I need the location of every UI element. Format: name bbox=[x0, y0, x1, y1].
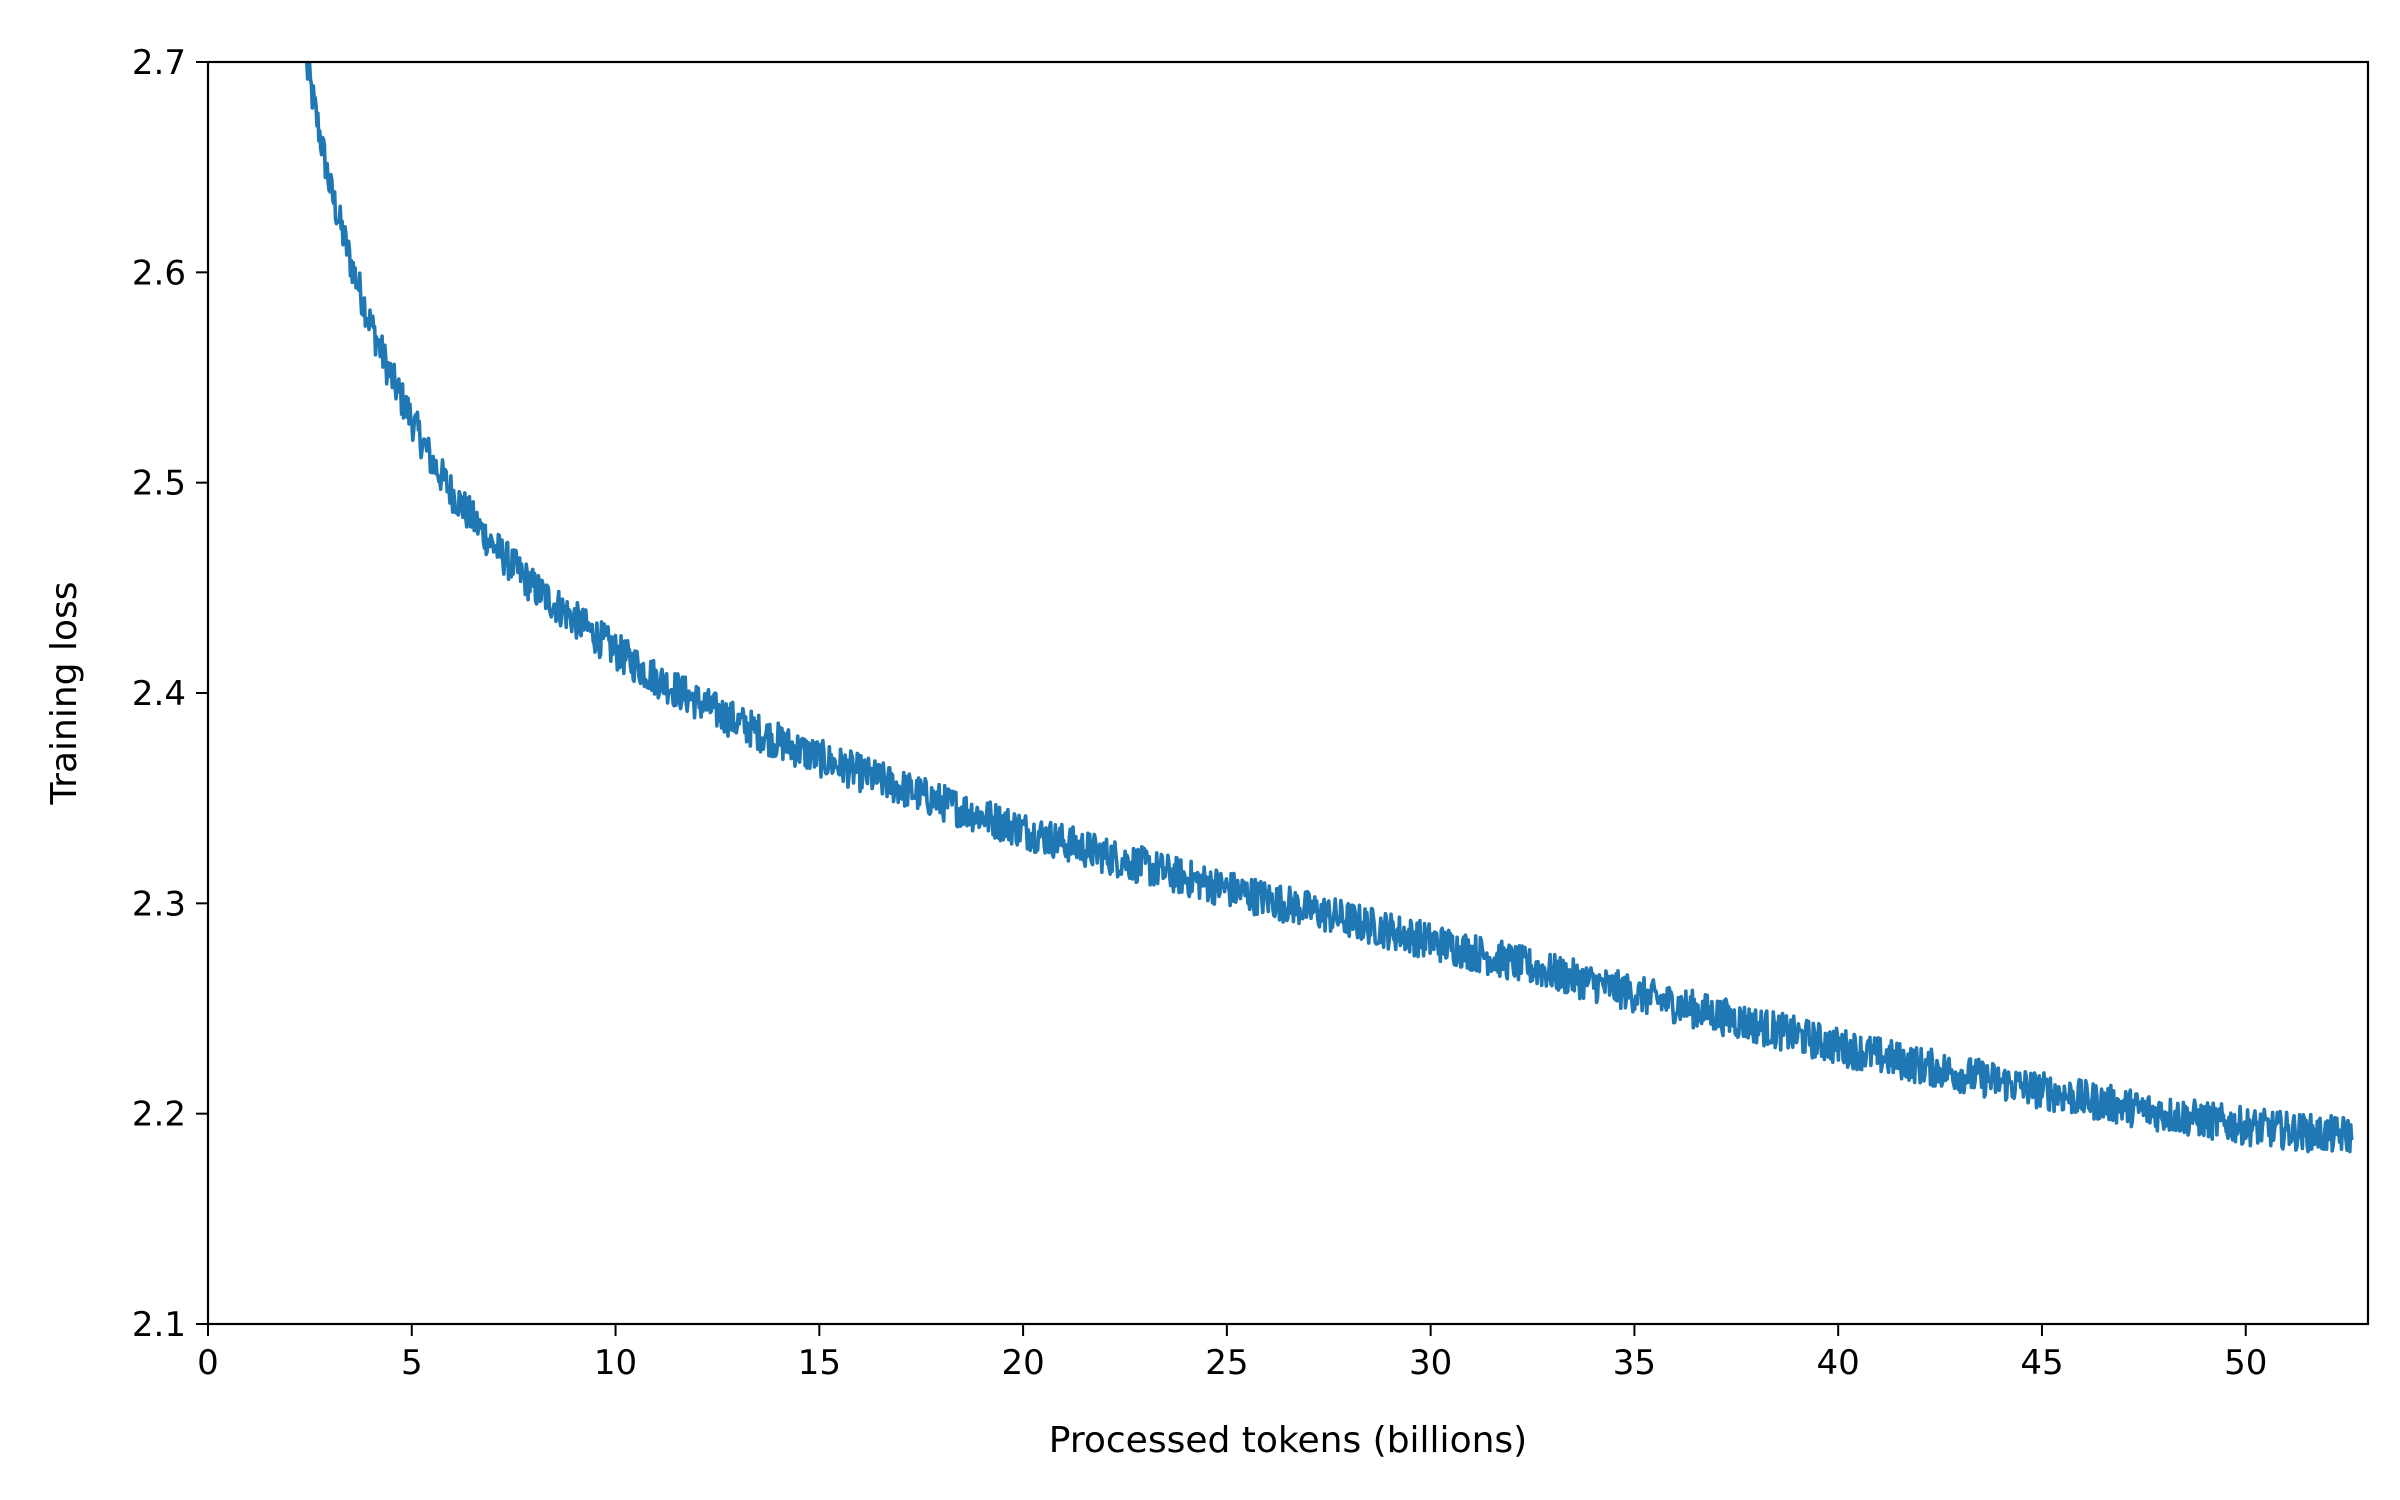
x-tick-label: 15 bbox=[798, 1343, 841, 1383]
x-tick-label: 30 bbox=[1409, 1343, 1452, 1383]
y-tick-label: 2.5 bbox=[132, 464, 186, 504]
y-axis-label: Training loss bbox=[44, 581, 85, 805]
x-tick-label: 25 bbox=[1205, 1343, 1248, 1383]
y-tick-label: 2.2 bbox=[132, 1095, 186, 1135]
x-tick-label: 50 bbox=[2224, 1343, 2267, 1383]
plot-area bbox=[206, 60, 2370, 1326]
y-tick-label: 2.7 bbox=[132, 43, 186, 83]
y-tick-label: 2.1 bbox=[132, 1305, 186, 1345]
x-tick-label: 35 bbox=[1613, 1343, 1656, 1383]
x-axis-label: Processed tokens (billions) bbox=[1049, 1420, 1527, 1461]
axes-frame bbox=[206, 60, 2370, 1326]
y-axis-ticks: 2.1 2.2 2.3 2.4 2.5 2.6 2.7 bbox=[132, 43, 208, 1345]
x-tick-label: 5 bbox=[401, 1343, 423, 1383]
x-tick-label: 10 bbox=[594, 1343, 637, 1383]
x-tick-label: 0 bbox=[197, 1343, 219, 1383]
x-tick-label: 40 bbox=[1817, 1343, 1860, 1383]
x-tick-label: 45 bbox=[2020, 1343, 2063, 1383]
x-tick-label: 20 bbox=[1001, 1343, 1044, 1383]
y-tick-label: 2.4 bbox=[132, 674, 186, 714]
x-axis-ticks: 0 5 10 15 20 25 30 35 40 45 50 bbox=[197, 1324, 2267, 1383]
y-tick-label: 2.6 bbox=[132, 253, 186, 293]
series-line-0 bbox=[304, 62, 2354, 1154]
y-tick-label: 2.3 bbox=[132, 884, 186, 924]
